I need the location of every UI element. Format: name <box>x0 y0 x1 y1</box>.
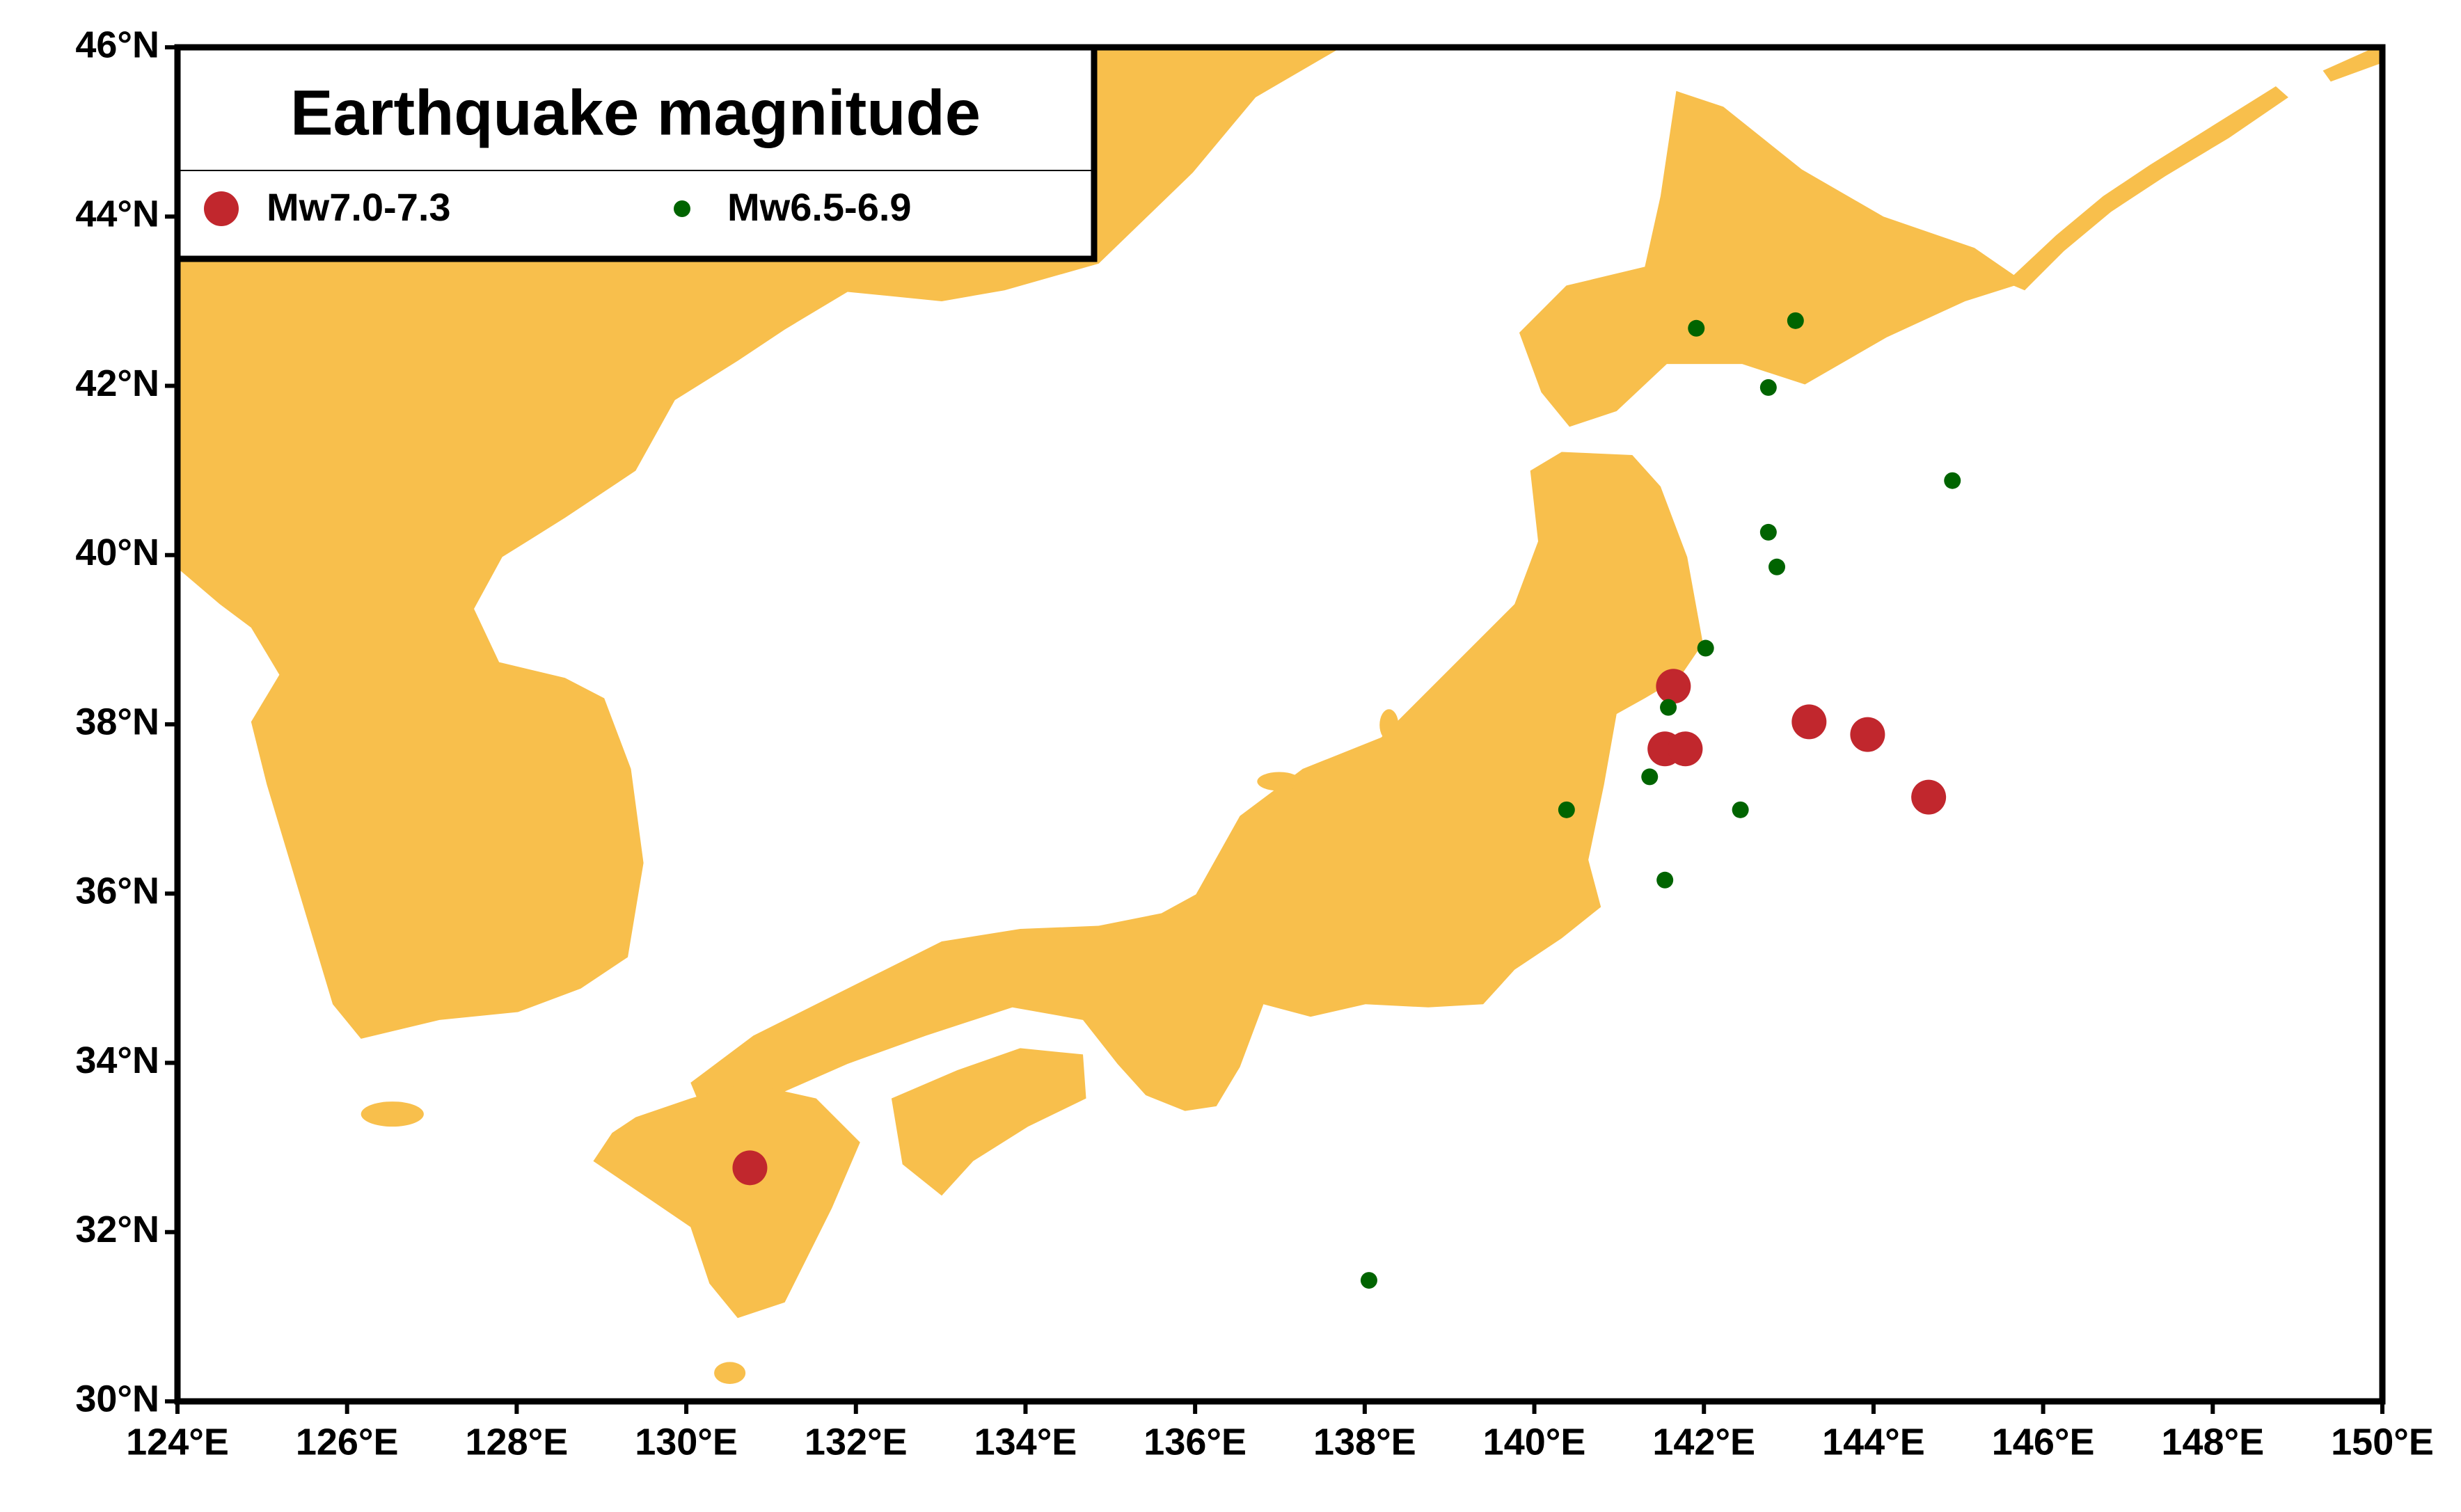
x-tick-label: 142°E <box>1652 1421 1755 1463</box>
earthquake-point <box>1768 558 1786 575</box>
kyushu <box>593 1083 860 1319</box>
earthquake-point <box>1732 801 1749 818</box>
x-tick-label: 128°E <box>466 1421 569 1463</box>
legend-label: Mw6.5-6.9 <box>727 185 912 229</box>
earthquake-point <box>1791 704 1827 740</box>
earthquake-point <box>1660 699 1677 716</box>
legend-title: Earthquake magnitude <box>290 77 981 148</box>
island <box>1379 709 1399 741</box>
x-tick-label: 140°E <box>1483 1421 1586 1463</box>
earthquake-point <box>1759 523 1777 541</box>
y-tick-label: 44°N <box>75 193 159 235</box>
y-tick-label: 42°N <box>75 363 159 404</box>
earthquake-point <box>1759 379 1777 396</box>
earthquake-point <box>1656 871 1674 889</box>
y-tick-label: 30°N <box>75 1378 159 1419</box>
y-tick-label: 40°N <box>75 532 159 573</box>
x-tick-label: 130°E <box>635 1421 738 1463</box>
x-tick-label: 126°E <box>296 1421 399 1463</box>
y-tick-label: 46°N <box>75 24 159 65</box>
island <box>714 1362 746 1384</box>
earthquake-point <box>732 1150 768 1186</box>
earthquake-point <box>1688 319 1705 337</box>
island <box>1257 772 1301 791</box>
kurils <box>2006 47 2382 291</box>
x-tick-label: 138°E <box>1313 1421 1416 1463</box>
earthquake-point <box>1641 768 1659 786</box>
island <box>361 1101 424 1127</box>
x-tick-label: 146°E <box>1992 1421 2095 1463</box>
earthquake-point <box>1850 717 1885 752</box>
earthquake-point <box>1668 731 1703 767</box>
legend-marker <box>204 191 239 226</box>
earthquake-point <box>1787 312 1804 329</box>
y-tick-label: 34°N <box>75 1040 159 1081</box>
x-tick-label: 144°E <box>1822 1421 1925 1463</box>
earthquake-point <box>1558 801 1575 818</box>
earthquake-point <box>1944 472 1961 489</box>
legend-box <box>174 44 1098 262</box>
earthquake-point <box>1911 779 1947 815</box>
x-tick-label: 148°E <box>2161 1421 2264 1463</box>
land <box>177 47 2382 1384</box>
x-tick-label: 134°E <box>974 1421 1077 1463</box>
y-tick-label: 38°N <box>75 701 159 742</box>
legend: Earthquake magnitude Mw7.0-7.3 Mw6.5-6.9 <box>174 44 1098 262</box>
y-tick-label: 32°N <box>75 1209 159 1250</box>
legend-marker <box>674 200 690 217</box>
x-tick-label: 124°E <box>126 1421 229 1463</box>
legend-label: Mw7.0-7.3 <box>267 185 451 229</box>
x-tick-label: 150°E <box>2331 1421 2434 1463</box>
asia-mainland <box>177 47 1342 1039</box>
earthquake-point <box>1360 1272 1377 1289</box>
x-tick-label: 132°E <box>805 1421 908 1463</box>
y-tick-label: 36°N <box>75 870 159 912</box>
honshu <box>690 452 1703 1111</box>
earthquake-point <box>1697 639 1714 657</box>
shikoku <box>891 1048 1086 1196</box>
hokkaido <box>1519 90 2025 427</box>
earthquake-point <box>1656 669 1691 704</box>
x-tick-label: 136°E <box>1144 1421 1247 1463</box>
